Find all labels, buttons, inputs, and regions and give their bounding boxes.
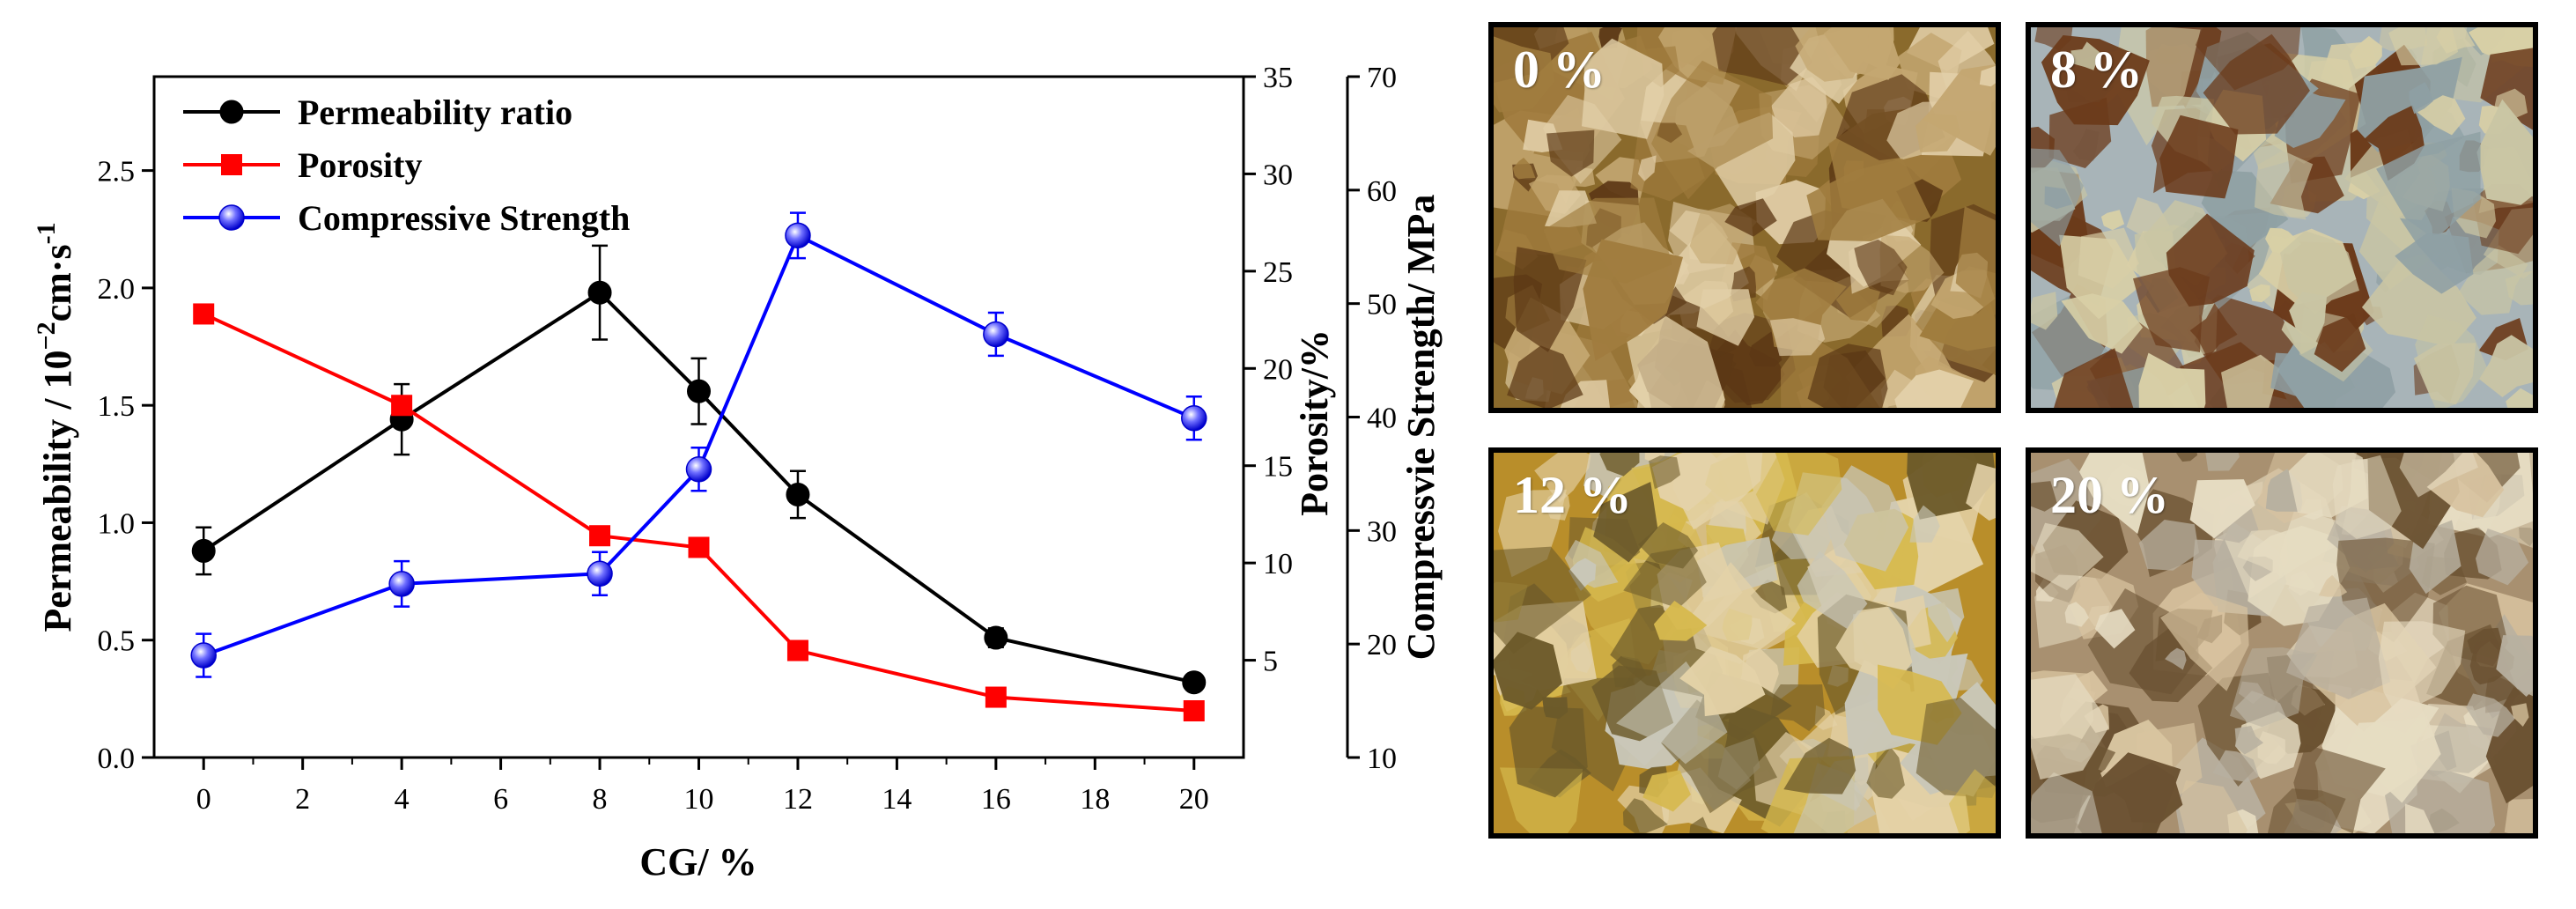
porosity-series xyxy=(193,303,1205,721)
porosity-tick-label: 20 xyxy=(1263,353,1293,386)
left-tick-label: 1.0 xyxy=(98,507,136,540)
photo-panel-2: 8 % xyxy=(2026,22,2538,413)
permeability-ratio-point xyxy=(1182,670,1207,695)
porosity-axis-title: Porosity/% xyxy=(1293,329,1336,516)
porosity-point xyxy=(391,395,413,417)
photo-texture-4 xyxy=(2031,453,2533,833)
photo-panel-3: 12 % xyxy=(1488,447,2001,839)
photo-label-3: 12 % xyxy=(1513,466,1632,524)
strength-tick-label: 60 xyxy=(1367,175,1397,208)
porosity-tick-label: 5 xyxy=(1263,646,1278,678)
strength-tick-label: 10 xyxy=(1367,743,1397,775)
strength-axis-title: Compressvie Strength/ MPa xyxy=(1399,195,1443,661)
compressive-strength-point xyxy=(388,571,415,597)
permeability-ratio-legend-marker xyxy=(219,100,244,124)
x-tick-label: 12 xyxy=(783,783,813,816)
compressive-strength-legend-label: Compressive Strength xyxy=(298,198,630,238)
photo-label-1: 0 % xyxy=(1513,41,1605,99)
photo-texture-1 xyxy=(1494,27,1996,408)
x-tick-label: 18 xyxy=(1080,783,1110,816)
compressive-strength-legend-marker xyxy=(218,204,245,231)
strength-tick-label: 70 xyxy=(1367,62,1397,94)
porosity-point xyxy=(786,639,808,661)
x-tick-label: 10 xyxy=(684,783,714,816)
permeability-ratio-legend-label: Permeability ratio xyxy=(298,92,572,132)
porosity-tick-label: 10 xyxy=(1263,548,1293,580)
permeability-ratio-point xyxy=(786,482,810,506)
x-tick-label: 6 xyxy=(493,783,508,816)
x-tick-label: 0 xyxy=(196,783,211,816)
strength-tick-label: 30 xyxy=(1367,515,1397,548)
porosity-tick-label: 35 xyxy=(1263,62,1293,94)
compressive-strength-point xyxy=(1181,405,1207,432)
compressive-strength-point xyxy=(785,222,811,249)
x-tick-label: 4 xyxy=(395,783,410,816)
x-tick-label: 2 xyxy=(295,783,310,816)
photo-panel-4: 20 % xyxy=(2026,447,2538,839)
compressive-strength-point xyxy=(685,456,712,483)
porosity-legend-marker xyxy=(221,154,242,175)
left-axis-title-sup1: −2 xyxy=(32,321,61,350)
porosity-tick-label: 25 xyxy=(1263,256,1293,289)
left-tick-label: 2.0 xyxy=(98,273,136,306)
permeability-ratio-point xyxy=(191,538,216,563)
left-tick-label: 2.5 xyxy=(98,156,136,188)
porosity-tick-label: 15 xyxy=(1263,451,1293,484)
porosity-point xyxy=(589,525,611,547)
x-tick-label: 16 xyxy=(981,783,1011,816)
compressive-strength-point xyxy=(190,642,217,669)
compressive-strength-line xyxy=(203,233,1195,657)
left-axis-title-main: Permeability / 10 xyxy=(36,350,79,632)
left-axis-title-sup2: -1 xyxy=(32,222,61,244)
x-tick-label: 14 xyxy=(882,783,912,816)
left-tick-label: 0.0 xyxy=(98,743,136,775)
porosity-point xyxy=(193,303,215,325)
permeability-ratio-point xyxy=(587,280,612,305)
porosity-point xyxy=(985,686,1007,708)
photo-panel-1: 0 % xyxy=(1488,22,2001,413)
permeability-ratio-point xyxy=(687,379,711,403)
porosity-legend-label: Porosity xyxy=(298,145,422,185)
left-axis-title-mid: cm·s xyxy=(36,244,79,321)
x-axis-title: CG/ % xyxy=(639,840,757,883)
strength-tick-label: 20 xyxy=(1367,629,1397,661)
porosity-point xyxy=(1183,699,1205,721)
left-tick-label: 1.5 xyxy=(98,390,136,423)
permeability-ratio-point xyxy=(984,625,1008,650)
chart: 0 2 4 6 8 10 12 14 16 18 20 0.0 0.5 1.0 1.5 2.0 2.5 5 10 15… xyxy=(32,62,1443,883)
photo-texture-3 xyxy=(1494,453,1996,833)
x-tick-label: 20 xyxy=(1179,783,1209,816)
porosity-point xyxy=(688,536,710,558)
compressive-strength-series xyxy=(190,211,1207,678)
photo-texture-2 xyxy=(2031,27,2533,408)
photo-label-2: 8 % xyxy=(2050,41,2143,99)
strength-tick-label: 50 xyxy=(1367,289,1397,321)
photo-label-4: 20 % xyxy=(2050,466,2169,524)
x-tick-label: 8 xyxy=(593,783,608,816)
left-tick-label: 0.5 xyxy=(98,625,136,658)
compressive-strength-point xyxy=(587,560,613,588)
strength-tick-label: 40 xyxy=(1367,403,1397,435)
left-axis-title: Permeability / 10−2cm·s-1 xyxy=(32,222,79,632)
porosity-tick-label: 30 xyxy=(1263,159,1293,191)
compressive-strength-point xyxy=(983,321,1009,348)
